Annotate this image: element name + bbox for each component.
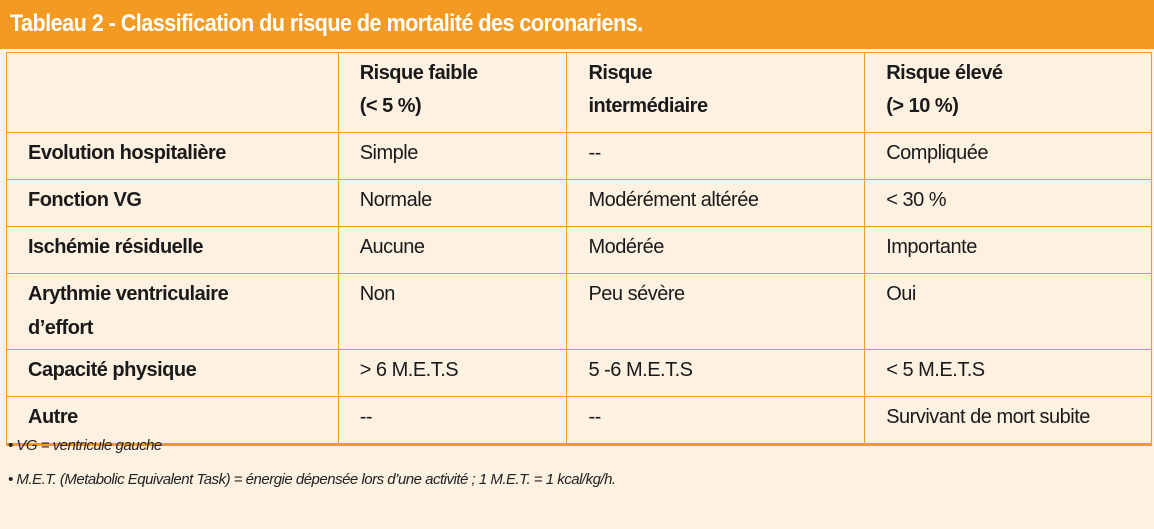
header-cell-high-risk: Risque élevé (> 10 %) [864, 52, 1152, 133]
table-cell: 5 -6 M.E.T.S [566, 349, 866, 397]
table-cell: > 6 M.E.T.S [337, 349, 568, 397]
row-label: Arythmie ventriculaire d’effort [6, 273, 339, 350]
header-line: (> 10 %) [886, 95, 959, 117]
table-cell: < 30 % [864, 179, 1152, 227]
row-label: Autre [6, 396, 339, 446]
table-row: Arythmie ventriculaire d’effort Non Peu s… [6, 273, 1152, 350]
table-title: Tableau 2 - Classification du risque de … [10, 10, 643, 37]
table-cell: Non [337, 273, 568, 350]
table-cell: -- [337, 396, 568, 446]
row-label: Fonction VG [6, 179, 339, 227]
header-line: Risque faible [359, 62, 478, 84]
header-cell-intermediate-risk: Risque intermédiaire [566, 52, 866, 133]
header-line: intermédiaire [588, 95, 708, 117]
table-title-bar: Tableau 2 - Classification du risque de … [0, 0, 1154, 49]
table-cell: -- [566, 132, 866, 180]
table-cell: Importante [864, 226, 1152, 274]
footnote: • M.E.T. (Metabolic Equivalent Task) = é… [8, 471, 616, 488]
table-cell: Modérément altérée [566, 179, 866, 227]
row-label: Ischémie résiduelle [6, 226, 339, 274]
table-row: Ischémie résiduelle Aucune Modérée Impor… [6, 226, 1152, 274]
row-label: Capacité physique [6, 349, 339, 397]
footnotes: • VG = ventricule gauche • M.E.T. (Metab… [8, 432, 616, 500]
header-cell-empty [6, 52, 339, 133]
risk-classification-table: Risque faible (< 5 %) Risque intermédiaire… [6, 52, 1152, 446]
table-cell: < 5 M.E.T.S [864, 349, 1152, 397]
table-row: Fonction VG Normale Modérément altérée <… [6, 179, 1152, 227]
row-label: Evolution hospitalière [6, 132, 339, 180]
header-line: Risque [588, 62, 653, 84]
table-cell: Modérée [566, 226, 866, 274]
table-cell: Normale [337, 179, 568, 227]
table-row: Autre -- -- Survivant de mort subite [6, 396, 1152, 446]
header-line: Risque élevé [886, 62, 1003, 84]
table-header-row: Risque faible (< 5 %) Risque intermédiaire… [6, 52, 1152, 133]
table-cell: Oui [864, 273, 1152, 350]
table-cell: Survivant de mort subite [864, 396, 1152, 446]
table-row: Evolution hospitalière Simple -- Compliq… [6, 132, 1152, 180]
header-line: (< 5 %) [359, 95, 422, 117]
row-label-line: d’effort [28, 317, 93, 339]
footnote: • VG = ventricule gauche [8, 437, 162, 454]
table-cell: Aucune [337, 226, 568, 274]
table-cell: Simple [337, 132, 568, 180]
table-row: Capacité physique > 6 M.E.T.S 5 -6 M.E.T… [6, 349, 1152, 397]
table-cell: Peu sévère [566, 273, 866, 350]
table-cell: Compliquée [864, 132, 1152, 180]
header-cell-low-risk: Risque faible (< 5 %) [337, 52, 568, 133]
row-label-line: Arythmie ventriculaire [28, 283, 229, 305]
